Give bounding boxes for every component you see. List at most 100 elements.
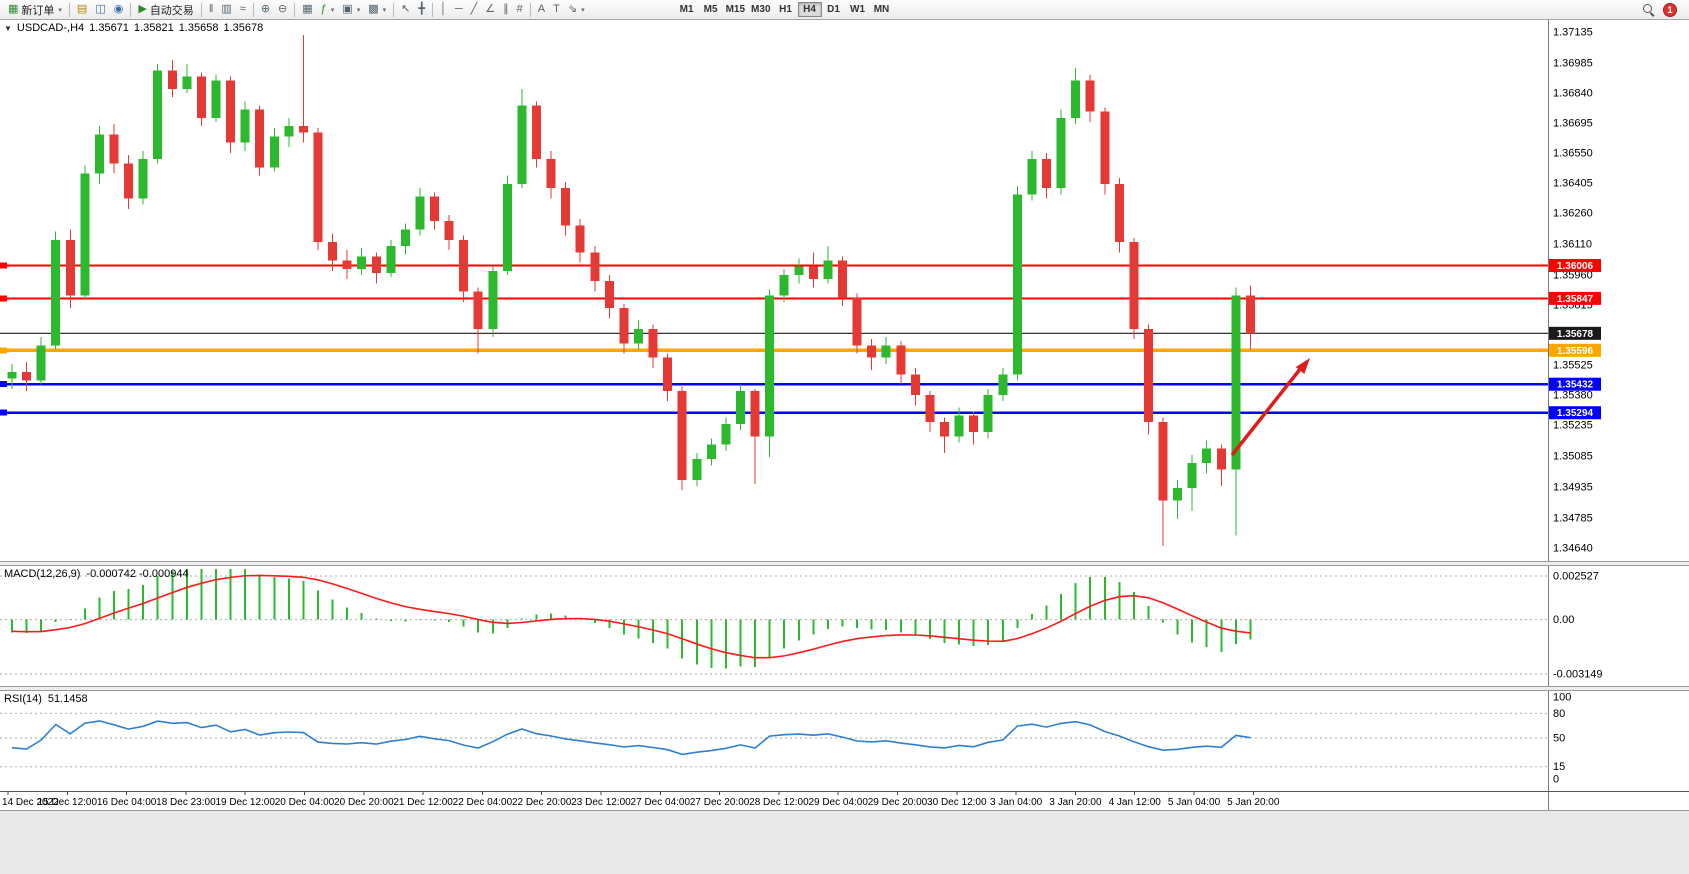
price-chart[interactable]: ▼ USDCAD-,H4 1.35671 1.35821 1.35658 1.3… [0,20,1548,561]
arrow-tools-button[interactable]: ⇘ ▾ [564,2,589,18]
dropdown-caret-icon: ▾ [382,6,387,14]
templates-icon: ▩ [368,3,379,15]
toolbar-separator [252,2,254,17]
text-label-icon: T [553,3,560,15]
line-chart-button[interactable]: ≈ [236,2,250,18]
svg-text:1.36405: 1.36405 [1553,177,1593,189]
zoom-out-button[interactable]: ⊖ [274,2,291,18]
macd-label: MACD(12,26,9) -0.000742 -0.000944 [4,568,189,580]
trendline-button[interactable]: ╱ [467,2,482,18]
svg-text:3 Jan 20:00: 3 Jan 20:00 [1049,797,1102,808]
macd-signal-line [11,574,1251,659]
timeframe-h1-button[interactable]: H1 [779,4,792,15]
autotrade-button[interactable]: ▶ 自动交易 [134,2,197,18]
svg-text:1.37135: 1.37135 [1553,27,1593,39]
trend-arrow [1230,358,1310,457]
macd-panel-row: MACD(12,26,9) -0.000742 -0.000944 0.0025… [0,566,1689,686]
templates-button[interactable]: ▩ ▾ [364,2,390,18]
toolbar-separator [393,2,395,17]
zoom-in-button[interactable]: ⊕ [257,2,274,18]
cursor-button[interactable]: ↖ [397,2,414,18]
svg-text:1.36260: 1.36260 [1553,207,1593,219]
dropdown-caret-icon: ▾ [330,6,335,14]
alerts-button[interactable]: ◉ [110,2,128,18]
tile-windows-icon: ▦ [302,3,313,15]
svg-text:15: 15 [1553,761,1565,773]
text-label-button[interactable]: T [549,2,564,18]
profiles-button[interactable]: ◫ [91,2,109,18]
periods-icon: ▣ [342,3,353,15]
svg-text:1.35960: 1.35960 [1553,270,1593,282]
autotrade-label: 自动交易 [149,4,194,17]
autotrade-icon: ▶ [138,3,147,15]
svg-text:1.36550: 1.36550 [1553,147,1593,159]
zoom-in-icon: ⊕ [260,3,271,15]
window-background [0,810,1689,874]
svg-text:1.34935: 1.34935 [1553,481,1593,493]
horizontal-line-button[interactable]: ─ [451,2,467,18]
svg-text:23 Dec 12:00: 23 Dec 12:00 [571,797,631,808]
charts-button[interactable]: ▤ [73,2,91,18]
timeframe-d1-button[interactable]: D1 [827,4,840,15]
svg-text:20 Dec 04:00: 20 Dec 04:00 [275,797,335,808]
equidistant-channel-button[interactable]: ∥ [499,2,513,18]
symbol-dropdown-icon[interactable]: ▼ [4,23,12,33]
fibonacci-icon: # [516,3,523,15]
time-axis-row: 14 Dec 2022 15 Dec 12:00 16 Dec 04:00 18 De… [0,791,1689,810]
candlestick-chart-button[interactable]: ▥ [217,2,235,18]
chart-window: ▼ USDCAD-,H4 1.35671 1.35821 1.35658 1.3… [0,20,1689,810]
periods-button[interactable]: ▣ ▾ [338,2,364,18]
toolbar-separator [529,2,531,17]
panel-splitter[interactable] [0,561,1689,566]
dropdown-caret-icon: ▾ [581,6,585,14]
macd-scale[interactable]: 0.002527 0.00 -0.003149 [1548,566,1688,686]
timeframe-m30-button[interactable]: M30 [751,4,771,15]
toolbar-buttons: ▦ 新订单 ▾ ▤ ◫ ◉ ▶ 自动交易 ‖ ▥ ≈ ⊕ ⊖ ▦ ƒ ▾ ▣ ▾ ▩ ▾ ↖ ╋ │ ─ ╱ ∠ ∥ # A T ⇘ ▾ [4,2,589,18]
ohlc-close: 1.35678 [223,22,264,34]
price-scale[interactable]: 1.37135 1.36985 1.36840 1.36695 1.36550 1.364… [1548,20,1688,561]
svg-text:27 Dec 20:00: 27 Dec 20:00 [690,797,750,808]
toolbar-right: 1 [1643,2,1685,17]
time-axis[interactable]: 14 Dec 2022 15 Dec 12:00 16 Dec 04:00 18 De… [0,792,1548,810]
svg-text:14 Dec 2022: 14 Dec 2022 [2,797,59,808]
indicators-button[interactable]: ƒ ▾ [317,2,339,18]
svg-text:30 Dec 12:00: 30 Dec 12:00 [927,797,987,808]
rsi-scale[interactable]: 100 80 50 15 0 [1548,691,1688,791]
chart-symbol: USDCAD-,H4 [16,22,85,34]
bar-chart-button[interactable]: ‖ [205,2,218,18]
dropdown-caret-icon: ▾ [356,6,361,14]
timeframe-group: M1 M5 M15 M30 H1 H4 D1 W1 MN [675,2,894,17]
time-axis-corner [1548,792,1688,810]
svg-text:1.34785: 1.34785 [1553,513,1593,525]
notification-badge[interactable]: 1 [1663,2,1677,17]
rsi-panel[interactable]: RSI(14) 51.1458 [0,691,1548,791]
text-button[interactable]: A [534,2,549,18]
timeframe-w1-button[interactable]: W1 [850,4,865,15]
crosshair-button[interactable]: ╋ [414,2,429,18]
profiles-icon: ◫ [95,3,106,15]
svg-text:22 Dec 20:00: 22 Dec 20:00 [512,797,572,808]
new-order-button[interactable]: ▦ 新订单 ▾ [4,2,66,18]
arrow-tools-icon: ⇘ [567,3,578,15]
equidistant-channel-icon: ∥ [503,3,509,15]
alerts-icon: ◉ [113,3,124,15]
fibonacci-button[interactable]: # [513,2,527,18]
tile-windows-button[interactable]: ▦ [298,2,316,18]
timeframe-m1-button[interactable]: M1 [679,4,694,15]
cursor-icon: ↖ [401,3,411,15]
search-icon[interactable] [1643,3,1655,16]
angle-channel-button[interactable]: ∠ [481,2,499,18]
candlestick-chart-svg [0,20,1548,556]
timeframe-mn-button[interactable]: MN [873,4,890,15]
candlesticks [7,35,1255,546]
svg-text:1.35380: 1.35380 [1553,389,1593,401]
svg-text:1.36110: 1.36110 [1553,238,1592,250]
timeframe-h4-button[interactable]: H4 [797,2,822,17]
vertical-line-button[interactable]: │ [436,2,451,18]
panel-splitter-2[interactable] [0,686,1689,691]
timeframe-m15-button[interactable]: M15 [725,4,746,15]
timeframe-m5-button[interactable]: M5 [703,4,718,15]
svg-text:1.35235: 1.35235 [1553,419,1593,431]
macd-panel[interactable]: MACD(12,26,9) -0.000742 -0.000944 [0,566,1548,686]
